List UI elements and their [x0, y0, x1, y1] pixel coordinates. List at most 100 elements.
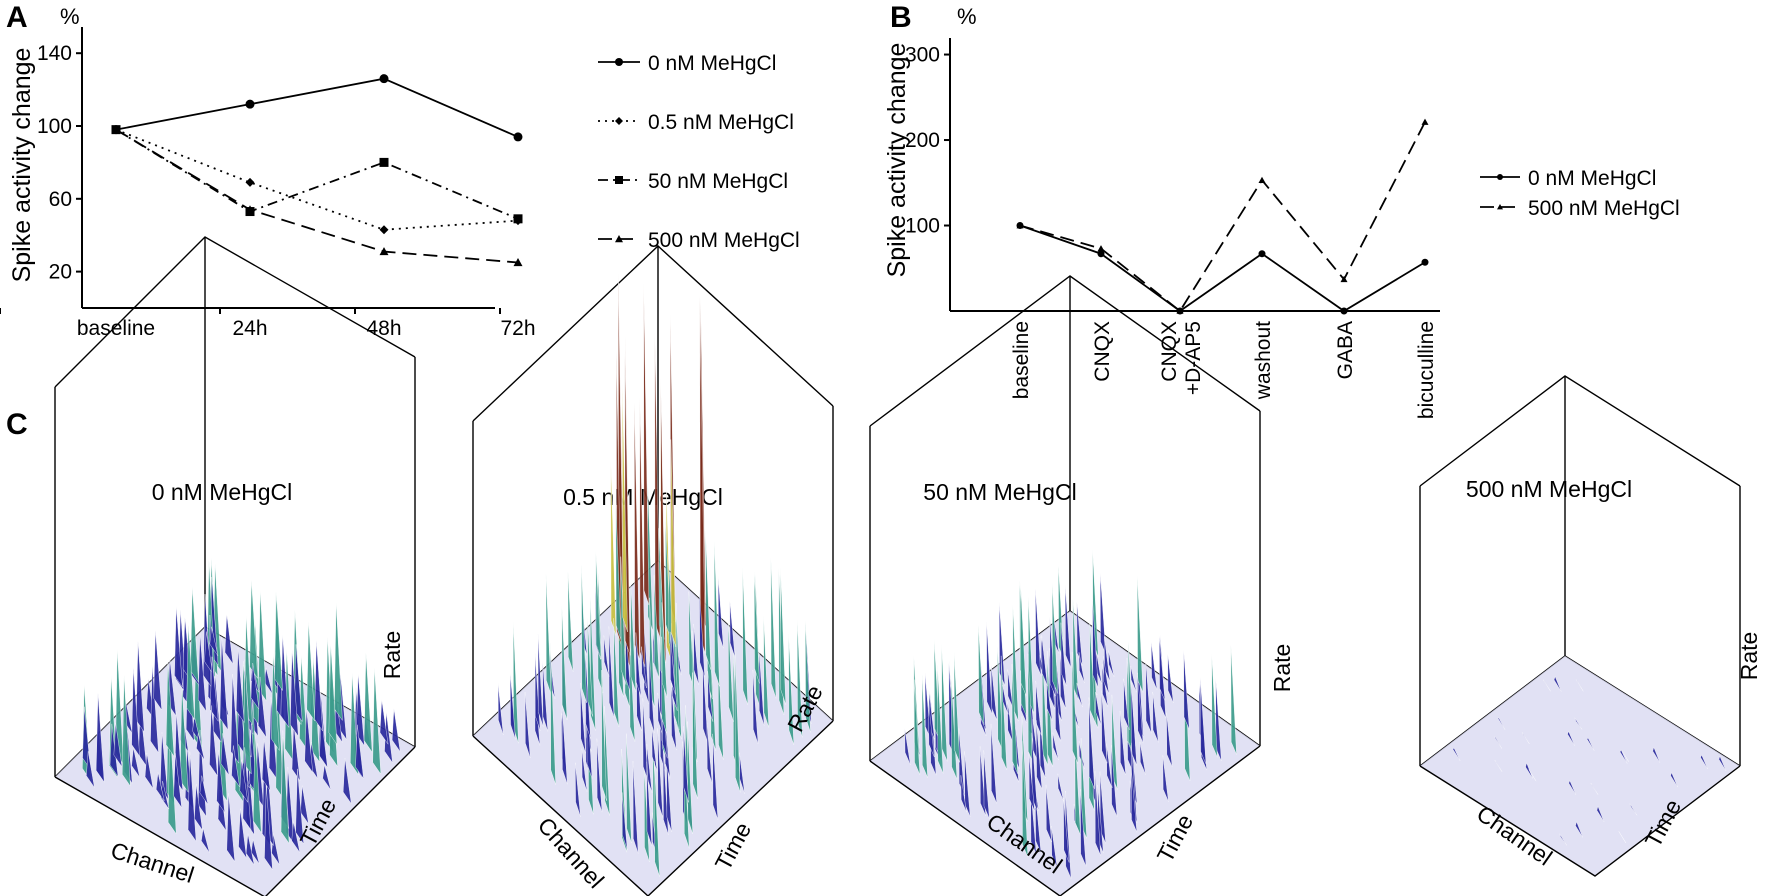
surface-spike	[1052, 732, 1059, 761]
surface-spike	[261, 738, 271, 791]
surface-spike	[567, 571, 574, 672]
surface-spike	[1042, 652, 1049, 766]
data-point	[1016, 222, 1024, 229]
surface-spike	[1166, 712, 1173, 767]
x-tick-label: baseline	[77, 317, 155, 340]
surface-spike	[620, 556, 627, 685]
surface-spike	[683, 726, 689, 803]
surface-spike	[986, 621, 993, 715]
surface-spike	[510, 672, 516, 740]
surface-spike	[635, 632, 642, 697]
panel-a-axes: 20 60 100 140 baseline 24h 48h 72h	[0, 27, 536, 340]
surface-spike	[1553, 675, 1562, 692]
surface-spike	[131, 747, 140, 778]
surface-spike	[1089, 619, 1096, 723]
box-edge	[54, 746, 416, 896]
surface-spike	[131, 667, 140, 757]
data-point	[513, 214, 523, 224]
surface-spike	[209, 626, 219, 656]
x-tick-label: 48h	[366, 317, 401, 340]
surface-spike	[258, 590, 267, 702]
surface-spike	[355, 724, 364, 779]
legend-label: 500 nM MeHgCl	[1528, 197, 1680, 220]
surface-spike	[274, 593, 283, 692]
surface-spike	[150, 664, 159, 754]
surface-spike	[314, 640, 323, 732]
surface-spike	[356, 673, 365, 747]
surface-spike	[739, 752, 745, 794]
surface-spike	[153, 630, 163, 711]
y-tick-label: 100	[905, 215, 940, 238]
surface-spike	[669, 631, 676, 695]
data-point	[513, 258, 523, 267]
panel-b-series-lines	[1019, 121, 1426, 313]
surface-spike	[1111, 694, 1118, 790]
surface-spike	[1046, 679, 1053, 721]
series-line	[115, 128, 519, 231]
surface-spike	[1101, 690, 1108, 764]
legend-label: 500 nM MeHgCl	[648, 229, 800, 252]
surface-spike	[122, 675, 131, 787]
panel-b-unit-label: %	[957, 4, 977, 29]
surface-spike	[654, 761, 660, 877]
surface-spike	[754, 570, 760, 684]
surface-spike	[258, 676, 267, 738]
surface-spike	[155, 772, 165, 802]
surface-spike	[238, 808, 247, 859]
data-point	[1258, 176, 1266, 184]
surface-spike	[1052, 581, 1059, 694]
surface-spike	[293, 644, 303, 723]
surface-spike	[763, 615, 770, 728]
surface-spike	[1167, 653, 1174, 703]
surface-spike	[1139, 741, 1146, 775]
surface-spike	[770, 557, 777, 699]
surface-spike	[707, 671, 714, 722]
surface-spike	[687, 721, 693, 835]
surface-spike	[513, 620, 519, 744]
series-line	[115, 77, 519, 138]
surface-spike	[1041, 635, 1048, 686]
surface-spike	[693, 623, 700, 685]
panel-a-series-lines	[115, 77, 519, 264]
surface-spike	[1590, 783, 1599, 795]
surface-spike	[642, 698, 649, 782]
surface-spike	[245, 833, 255, 866]
surface-spike	[742, 567, 749, 705]
surface-spike	[167, 723, 177, 835]
y-tick-label: 300	[905, 44, 940, 67]
surface-spike	[780, 568, 786, 705]
x-tick-label: 24h	[232, 317, 267, 340]
surface-spike	[734, 651, 741, 793]
surface-spike	[580, 682, 586, 754]
box-edge	[472, 245, 834, 422]
data-point	[1340, 275, 1348, 283]
surface-spike	[670, 439, 677, 648]
surface-spike	[712, 733, 719, 820]
surface-spike	[291, 723, 301, 781]
surface-spike	[608, 626, 615, 718]
surface-spike	[653, 575, 660, 679]
surface-spike	[964, 751, 971, 817]
x-tick-label: washout	[1252, 321, 1275, 400]
surface-spike	[634, 402, 640, 660]
y-tick-label: 200	[905, 129, 940, 152]
x-tick-label: GABA	[1334, 321, 1357, 379]
surface-spike	[904, 728, 911, 766]
data-point	[1258, 250, 1266, 258]
surface-spike	[1718, 755, 1727, 771]
x-tick-label: baseline	[1010, 321, 1033, 399]
surface-spike	[1230, 644, 1237, 755]
surface-spike	[603, 635, 610, 677]
panel-b: B % Spike activity change 100 200 300 basel…	[883, 1, 1680, 419]
surface-spike	[1035, 680, 1042, 736]
surface-spike	[699, 589, 705, 678]
legend-marker	[615, 58, 623, 66]
surface-spike	[322, 764, 332, 791]
surface-spike	[728, 620, 734, 722]
surface-spike	[1130, 767, 1138, 833]
panel-a-y-axis-title: Spike activity change	[8, 48, 36, 283]
surface-spike	[201, 828, 210, 853]
legend-label: 0 nM MeHgCl	[648, 52, 776, 75]
